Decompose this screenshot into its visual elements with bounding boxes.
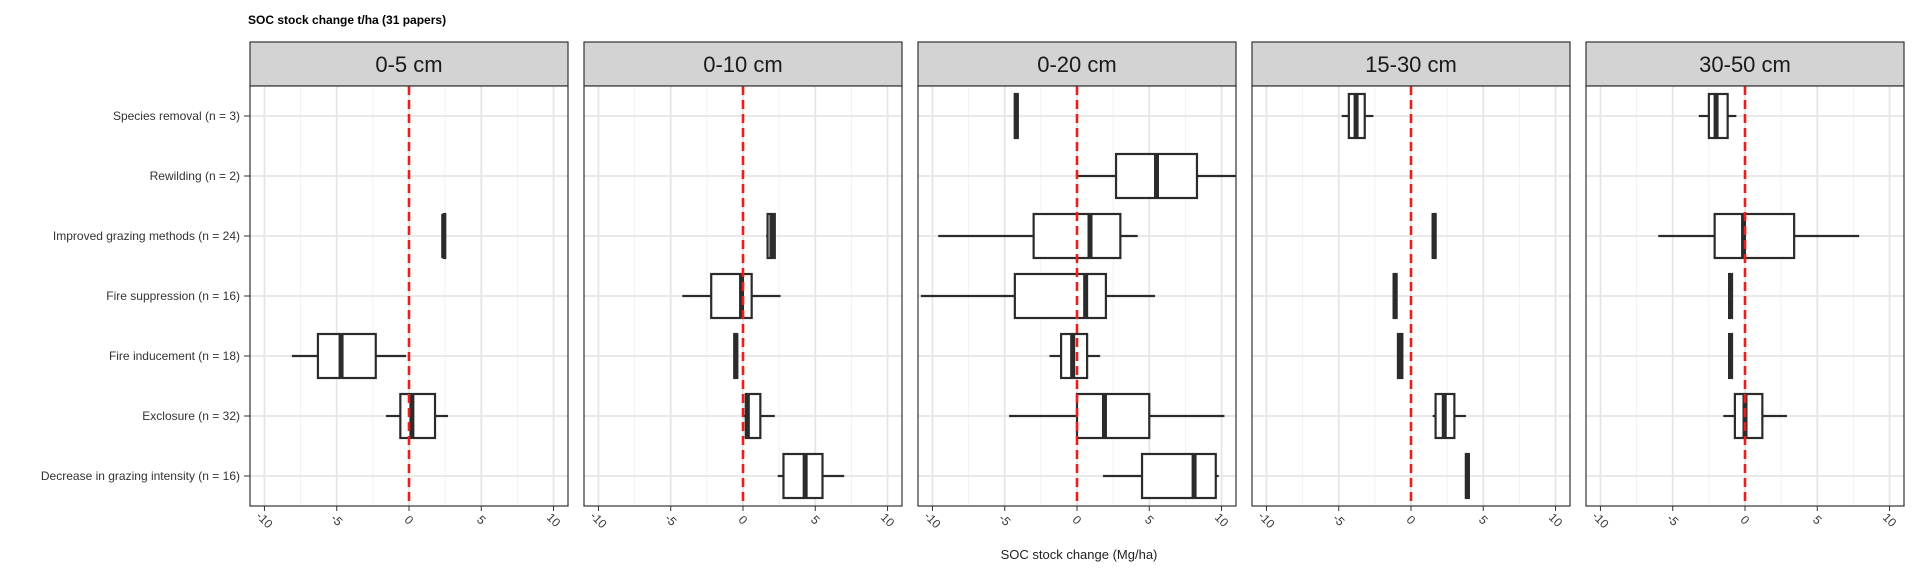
boxplot: [1013, 92, 1019, 140]
boxplot: [385, 392, 449, 440]
x-tick-label: 5: [1476, 513, 1491, 528]
box-iqr: [1713, 212, 1796, 260]
facet-panel-0-5 cm: 0-5 cm -10 -5 0 5 10: [249, 41, 569, 531]
boxplot: [441, 212, 447, 260]
x-tick-label: 0: [1404, 513, 1419, 528]
facet-strip-label: 0-20 cm: [1037, 52, 1116, 77]
x-tick-label: 5: [474, 513, 489, 528]
boxplot: [938, 212, 1138, 260]
boxplot: [1727, 272, 1734, 320]
x-tick-label: 10: [544, 510, 564, 530]
x-tick-label: 5: [1142, 513, 1157, 528]
x-tick-label: 0: [1070, 513, 1085, 528]
x-tick-label: 10: [1880, 510, 1900, 530]
boxplot: [1727, 332, 1734, 380]
category-label: Exclosure (n = 32): [142, 409, 240, 423]
box-iqr: [1075, 392, 1151, 440]
category-label: Improved grazing methods (n = 24): [53, 229, 240, 243]
boxplot: [1464, 452, 1470, 500]
x-tick-label: 10: [878, 510, 898, 530]
chart-title: SOC stock change t/ha (31 papers): [248, 13, 447, 27]
box-iqr: [399, 392, 437, 440]
x-tick-label: 0: [1738, 513, 1753, 528]
boxplot: [1009, 392, 1225, 440]
box-iqr: [316, 332, 377, 380]
category-label: Decrease in grazing intensity (n = 16): [41, 469, 240, 483]
boxplot: [777, 452, 845, 500]
x-tick-label: -10: [1255, 509, 1277, 531]
boxplot: [1103, 452, 1219, 500]
boxplot: [291, 332, 407, 380]
x-tick-label: -10: [921, 509, 943, 531]
boxplot: [1723, 392, 1787, 440]
x-tick-label: 10: [1212, 510, 1232, 530]
boxplot: [1658, 212, 1860, 260]
box-iqr: [1032, 212, 1122, 260]
category-label: Fire suppression (n = 16): [106, 289, 240, 303]
x-tick-label: -5: [662, 511, 680, 529]
x-tick-label: -5: [328, 511, 346, 529]
x-tick-label: 5: [1810, 513, 1825, 528]
facet-panel-30-50 cm: 30-50 cm -10 -5 0 5 10: [1585, 41, 1905, 531]
box-iqr: [1013, 272, 1108, 320]
facet-panel-0-10 cm: 0-10 cm -10 -5 0 5 10: [583, 41, 903, 531]
boxplot: [1341, 92, 1374, 140]
boxplot: [1049, 332, 1101, 380]
boxplot: [920, 272, 1156, 320]
facet-strip-label: 0-10 cm: [703, 52, 782, 77]
x-tick-label: -5: [996, 511, 1014, 529]
facet-strip: [583, 41, 903, 87]
x-tick-label: 10: [1546, 510, 1566, 530]
x-tick-label: 0: [736, 513, 751, 528]
facet-strip-label: 15-30 cm: [1365, 52, 1457, 77]
boxplot: [1396, 332, 1404, 380]
x-tick-label: -10: [253, 509, 275, 531]
x-axis-label: SOC stock change (Mg/ha): [1000, 547, 1158, 562]
boxplot: [1077, 152, 1236, 200]
x-tick-label: 5: [808, 513, 823, 528]
box-iqr: [1140, 452, 1217, 500]
boxplot: [1432, 392, 1466, 440]
box-iqr: [710, 272, 753, 320]
boxplot: [743, 392, 775, 440]
facet-strip: [249, 41, 569, 87]
boxplot: [1392, 272, 1398, 320]
facet-strip-label: 30-50 cm: [1699, 52, 1791, 77]
box-iqr: [1733, 392, 1764, 440]
boxplot: [1698, 92, 1737, 140]
category-label: Species removal (n = 3): [113, 109, 240, 123]
facet-strip-label: 0-5 cm: [375, 52, 442, 77]
facet-panel-15-30 cm: 15-30 cm -10 -5 0 5 10: [1251, 41, 1571, 531]
boxplot: [1431, 212, 1437, 260]
x-tick-label: -10: [587, 509, 609, 531]
facet-strip: [917, 41, 1237, 87]
category-label: Rewilding (n = 2): [150, 169, 240, 183]
x-tick-label: -5: [1664, 511, 1682, 529]
x-tick-label: 0: [402, 513, 417, 528]
facet-panel-0-20 cm: 0-20 cm -10 -5 0 5 10: [917, 41, 1237, 531]
boxplot: [733, 332, 739, 380]
boxplot: [766, 212, 776, 260]
boxplot: [682, 272, 781, 320]
facet-strip: [1585, 41, 1905, 87]
x-tick-label: -10: [1589, 509, 1611, 531]
x-tick-label: -5: [1330, 511, 1348, 529]
category-label: Fire inducement (n = 18): [109, 349, 240, 363]
